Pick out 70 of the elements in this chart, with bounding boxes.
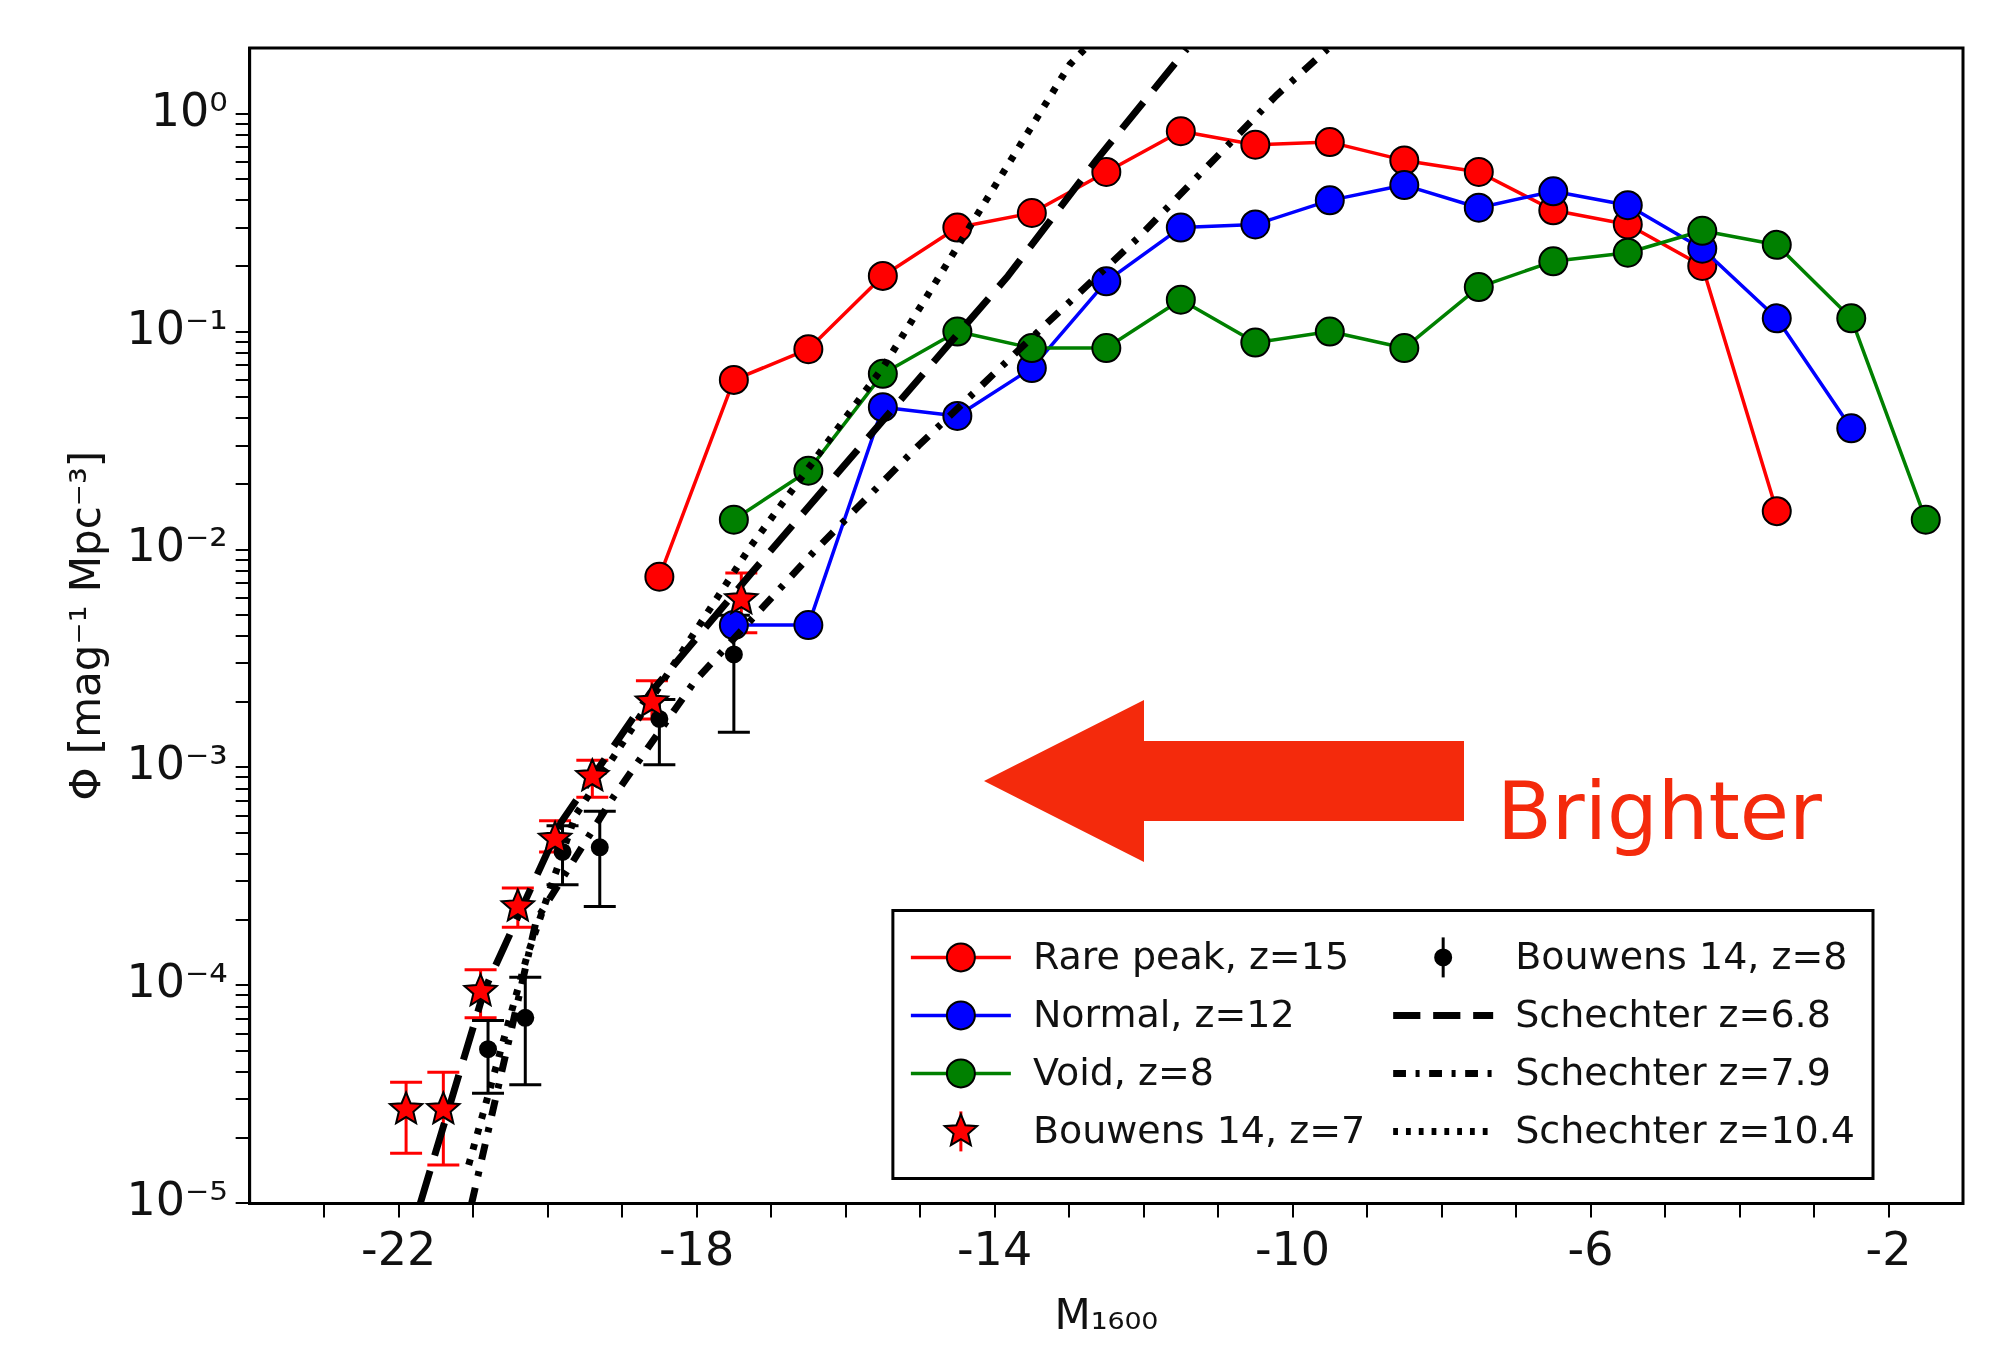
point [516,1008,535,1027]
point [1761,303,1792,334]
legend-label: Rare peak, z=15 [1032,934,1350,979]
x-axis-title: M₁₆₀₀ [1054,1289,1159,1339]
point [590,838,609,857]
y-tick-label: 10⁻¹ [126,300,228,355]
point [1240,209,1271,240]
point [1091,333,1122,364]
point [1389,333,1420,364]
point [1240,327,1271,358]
point [1463,192,1494,223]
point [479,1040,498,1059]
point [1538,176,1569,207]
y-tick-label: 10⁻⁵ [126,1172,228,1227]
point [1091,156,1122,187]
point [942,212,973,243]
point [1836,413,1867,444]
point [718,504,749,535]
point [793,334,824,365]
point [1538,246,1569,277]
x-tick-label: -22 [361,1221,437,1276]
point [1463,272,1494,303]
legend-label: Bouwens 14, z=8 [1515,934,1848,979]
point [500,888,535,922]
annotation: Brighter [1496,765,1823,859]
point [1761,496,1792,527]
point [1389,145,1420,176]
point [388,1091,424,1125]
legend-label: Void, z=8 [1032,1050,1214,1095]
legend-label: Schechter z=10.4 [1515,1108,1856,1153]
y-tick-label: 10⁻² [126,518,228,573]
point [724,581,759,615]
point [1165,116,1196,147]
point [1836,303,1867,334]
point [1016,197,1047,228]
point [793,610,824,641]
y-tick-label: 10⁻⁴ [126,954,228,1009]
point [644,561,675,592]
point [1314,185,1345,216]
point [1165,212,1196,243]
point [1240,129,1271,160]
point [1314,316,1345,347]
legend-label: Normal, z=12 [1032,992,1295,1037]
point [1165,284,1196,315]
point [1910,504,1941,535]
point [575,758,610,792]
legend-label: Schechter z=6.8 [1515,992,1831,1037]
point [1389,170,1420,201]
point [1612,237,1643,268]
x-tick-label: -6 [1567,1221,1614,1276]
x-tick-label: -18 [659,1221,735,1276]
point [718,364,749,395]
x-tick-label: -14 [957,1221,1033,1276]
point [1091,266,1122,297]
point [463,973,498,1007]
point [1314,127,1345,158]
point [724,645,743,664]
legend-label: Schechter z=7.9 [1515,1050,1831,1095]
legend-label: Bouwens 14, z=7 [1032,1108,1366,1153]
y-tick-label: 10⁻³ [126,736,228,791]
y-axis-title: Φ [mag⁻¹ Mpc⁻³] [61,450,111,801]
y-tick-label: 10⁰ [150,82,228,137]
point [1463,156,1494,187]
x-tick-label: -2 [1865,1221,1912,1276]
point [1761,229,1792,260]
point [1687,215,1718,246]
x-tick-label: -10 [1254,1221,1331,1276]
point [1612,190,1643,221]
point [867,260,898,291]
point [426,1091,461,1125]
